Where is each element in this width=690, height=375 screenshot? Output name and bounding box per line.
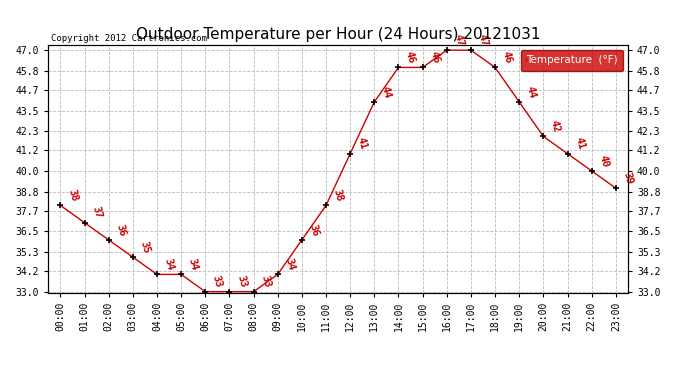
Text: Copyright 2012 Cartronics.com: Copyright 2012 Cartronics.com <box>51 33 207 42</box>
Text: 34: 34 <box>163 257 175 272</box>
Text: 36: 36 <box>115 222 127 237</box>
Text: 40: 40 <box>598 153 610 168</box>
Text: 34: 34 <box>284 257 296 272</box>
Text: 46: 46 <box>404 50 417 64</box>
Text: 33: 33 <box>235 274 248 289</box>
Legend: Temperature  (°F): Temperature (°F) <box>521 50 622 70</box>
Text: 37: 37 <box>90 205 103 220</box>
Text: 47: 47 <box>477 33 489 47</box>
Text: 33: 33 <box>211 274 224 289</box>
Text: 34: 34 <box>187 257 199 272</box>
Text: 46: 46 <box>501 50 513 64</box>
Text: 44: 44 <box>380 84 393 99</box>
Text: 41: 41 <box>356 136 368 151</box>
Text: 33: 33 <box>259 274 272 289</box>
Text: 47: 47 <box>453 33 465 47</box>
Text: 38: 38 <box>332 188 344 202</box>
Text: 44: 44 <box>525 84 538 99</box>
Text: 42: 42 <box>549 119 562 134</box>
Text: 39: 39 <box>622 171 634 185</box>
Text: 41: 41 <box>573 136 586 151</box>
Text: 38: 38 <box>66 188 79 202</box>
Text: 36: 36 <box>308 222 320 237</box>
Text: 35: 35 <box>139 240 151 254</box>
Text: 46: 46 <box>428 50 441 64</box>
Title: Outdoor Temperature per Hour (24 Hours) 20121031: Outdoor Temperature per Hour (24 Hours) … <box>136 27 540 42</box>
